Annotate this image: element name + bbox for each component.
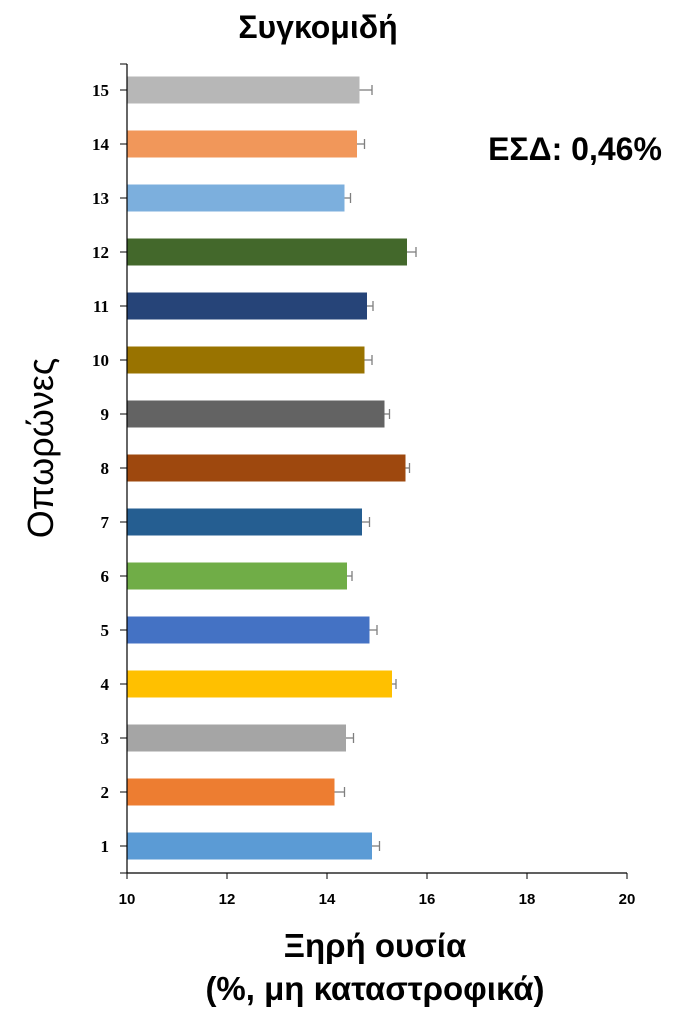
error-bars-group [334, 85, 417, 851]
x-tick-label: 10 [119, 891, 136, 908]
y-tick-label: 12 [92, 243, 109, 262]
y-tick-label: 8 [101, 459, 110, 478]
y-tick-label: 7 [101, 513, 110, 532]
y-tick-label: 1 [101, 837, 110, 856]
bar-5 [127, 616, 370, 644]
bar-12 [127, 238, 407, 266]
bar-9 [127, 400, 385, 428]
lsd-annotation: ΕΣΔ: 0,46% [488, 131, 662, 167]
x-tick-label: 20 [619, 891, 636, 908]
error-bar-8 [405, 463, 411, 473]
error-bar-5 [369, 625, 378, 635]
y-tick-label: 10 [92, 351, 109, 370]
x-tick-label: 14 [319, 891, 336, 908]
bar-13 [127, 184, 345, 212]
error-bar-9 [384, 409, 391, 419]
chart-title: Συγκομιδή [238, 9, 397, 45]
x-tick-label: 12 [219, 891, 236, 908]
bar-15 [127, 76, 360, 104]
y-axis-label: Οπωρώνες [20, 358, 61, 538]
bar-2 [127, 778, 335, 806]
error-bar-13 [344, 193, 352, 203]
error-bar-10 [364, 355, 373, 365]
bar-7 [127, 508, 362, 536]
error-bar-7 [362, 517, 371, 527]
x-ticks-group: 10 12 14 16 18 20 [119, 873, 636, 908]
y-tick-label: 2 [101, 783, 110, 802]
bar-14 [127, 130, 357, 158]
y-tick-label: 15 [92, 81, 109, 100]
y-tick-label: 6 [101, 567, 110, 586]
y-tick-label: 5 [101, 621, 110, 640]
y-tick-label: 4 [101, 675, 110, 694]
y-tick-label: 11 [93, 297, 109, 316]
x-tick-label: 16 [419, 891, 436, 908]
bar-3 [127, 724, 346, 752]
error-bar-15 [359, 85, 373, 95]
y-tick-label: 13 [92, 189, 109, 208]
bar-10 [127, 346, 365, 374]
bar-6 [127, 562, 347, 590]
bar-11 [127, 292, 367, 320]
y-tick-label: 9 [101, 405, 110, 424]
error-bar-1 [372, 841, 381, 851]
error-bar-4 [392, 679, 397, 689]
x-axis-label-line2: (%, μη καταστροφικά) [205, 970, 544, 1007]
error-bar-6 [347, 571, 353, 581]
error-bar-2 [334, 787, 346, 797]
x-tick-label: 18 [519, 891, 536, 908]
x-axis-label-line1: Ξηρή ουσία [284, 927, 467, 964]
error-bar-12 [407, 247, 417, 257]
bar-4 [127, 670, 392, 698]
y-tick-label: 3 [101, 729, 110, 748]
error-bar-11 [367, 301, 374, 311]
error-bar-3 [346, 733, 355, 743]
y-tick-label: 14 [92, 135, 110, 154]
bar-8 [127, 454, 406, 482]
bars-group [127, 76, 407, 860]
error-bar-14 [357, 139, 366, 149]
bar-1 [127, 832, 372, 860]
